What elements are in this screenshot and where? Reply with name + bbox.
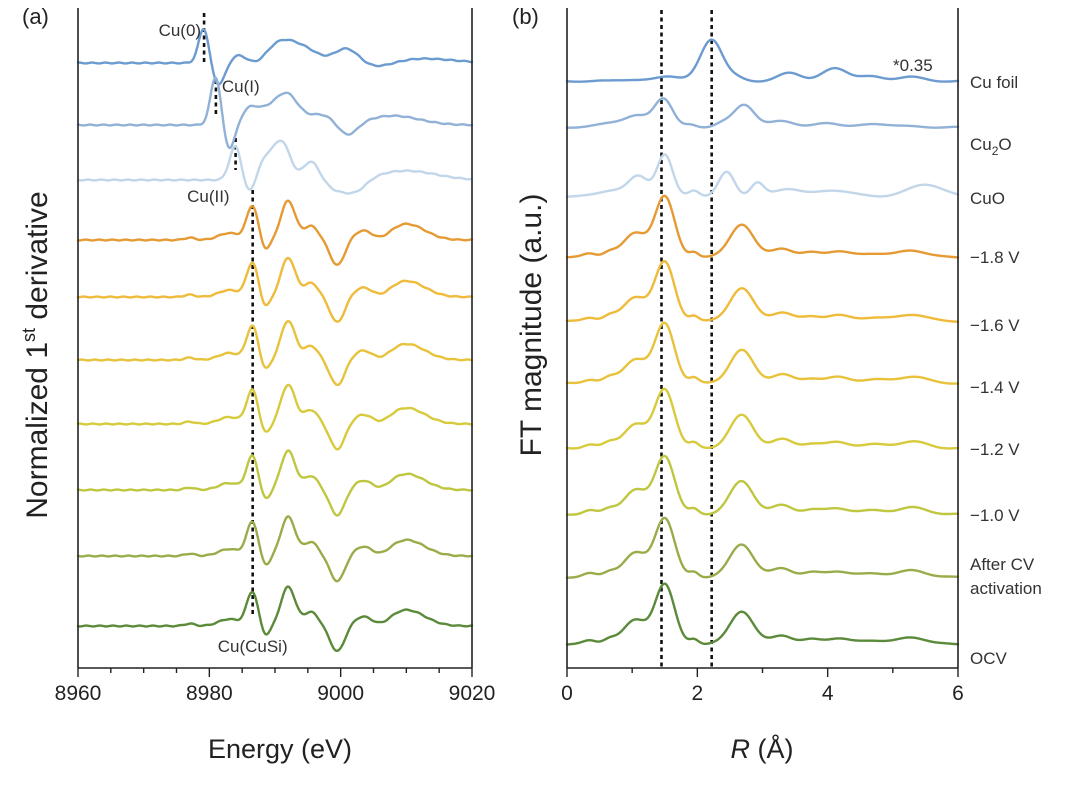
series-label: OCV <box>970 649 1008 668</box>
x-tick-label: 8980 <box>186 682 233 705</box>
spectrum-a-cu-foil <box>76 28 474 86</box>
panel-a-reference-lines <box>202 13 254 614</box>
annotation-cu-cusi-: Cu(CuSi) <box>218 637 288 656</box>
spectrum-b-7 <box>565 454 960 516</box>
series-label-part: Cu <box>970 135 992 154</box>
spectrum-b-8 <box>565 516 960 579</box>
spectrum-b-1 <box>565 97 960 129</box>
panel-b-x-ticks: 0 2 4 6 <box>561 668 964 705</box>
x-tick-label: 9020 <box>449 682 496 705</box>
spectrum-a-cu2o <box>76 76 474 150</box>
series-label-subscript: 2 <box>992 144 999 158</box>
panel-b-ylabel: FT magnitude (a.u.) <box>515 194 548 457</box>
annotation-cu-0-: Cu(0) <box>159 21 202 40</box>
panel-a-annotations: Cu(0) Cu(I) Cu(II) Cu(CuSi) <box>159 21 288 656</box>
spectrum-b-2 <box>565 153 960 198</box>
panel-b: (b) FT magnitude (a.u.) R (Å) 0 2 4 6 Cu fo… <box>512 4 1042 764</box>
x-tick-label: 4 <box>822 682 834 705</box>
spectrum-b-3 <box>565 194 960 259</box>
panel-a-ylabel-part2: derivative <box>21 191 54 328</box>
panel-a-ylabel-superscript: st <box>19 328 39 342</box>
x-tick-label: 6 <box>952 682 964 705</box>
x-tick-label: 2 <box>691 682 703 705</box>
panel-a-label: (a) <box>22 4 49 29</box>
panel-a-xlabel: Energy (eV) <box>208 734 352 764</box>
spectrum-a--1-4-v <box>76 320 474 387</box>
panel-a: (a) Normalized 1st derivative Energy (eV… <box>19 4 495 764</box>
series-label: −1.0 V <box>970 506 1020 525</box>
series-label-part: O <box>998 135 1011 154</box>
panel-a-ylabel: Normalized 1st derivative <box>19 191 54 518</box>
spectrum-b-4 <box>565 260 960 323</box>
series-label: Cu foil <box>970 73 1018 92</box>
spectrum-a--1-6-v <box>76 256 474 323</box>
series-label: CuO <box>970 189 1005 208</box>
spectrum-b-5 <box>565 321 960 385</box>
annotation-cu-ii-: Cu(II) <box>187 187 230 206</box>
x-tick-label: 9000 <box>317 682 364 705</box>
spectrum-b-0 <box>565 38 960 83</box>
series-label: After CV <box>970 555 1035 574</box>
annotation-cu-i-: Cu(I) <box>222 77 260 96</box>
panel-b-reference-lines <box>660 10 713 668</box>
spectrum-a--1-0-v <box>76 449 474 517</box>
series-label: −1.2 V <box>970 440 1020 459</box>
panel-b-scale-note: *0.35 <box>893 56 933 75</box>
spectrum-b-6 <box>565 387 960 450</box>
series-label-cu2o: Cu2O <box>970 135 1012 158</box>
spectrum-a-after-cv-activation <box>76 515 474 583</box>
panel-b-xlabel: R (Å) <box>731 733 794 764</box>
series-label: −1.6 V <box>970 316 1020 335</box>
spectrum-a-ocv <box>76 585 474 652</box>
panel-a-series <box>76 28 474 652</box>
spectrum-a--1-2-v <box>76 383 474 451</box>
panel-b-series <box>565 38 960 646</box>
spectrum-b-9 <box>565 582 960 646</box>
x-tick-label: 0 <box>561 682 573 705</box>
series-label: activation <box>970 579 1042 598</box>
panel-b-xlabel-symbol: R <box>731 734 751 764</box>
spectrum-a--1-8-v <box>76 199 474 266</box>
spectrum-a-cuo <box>76 139 474 195</box>
panel-b-label: (b) <box>512 4 539 29</box>
series-label: −1.4 V <box>970 378 1020 397</box>
panel-a-x-ticks: 8960 8980 9000 9020 <box>55 668 496 705</box>
panel-a-ylabel-part1: Normalized 1 <box>21 342 54 519</box>
series-label: −1.8 V <box>970 248 1020 267</box>
x-tick-label: 8960 <box>55 682 102 705</box>
panel-b-xlabel-unit: (Å) <box>750 733 794 764</box>
